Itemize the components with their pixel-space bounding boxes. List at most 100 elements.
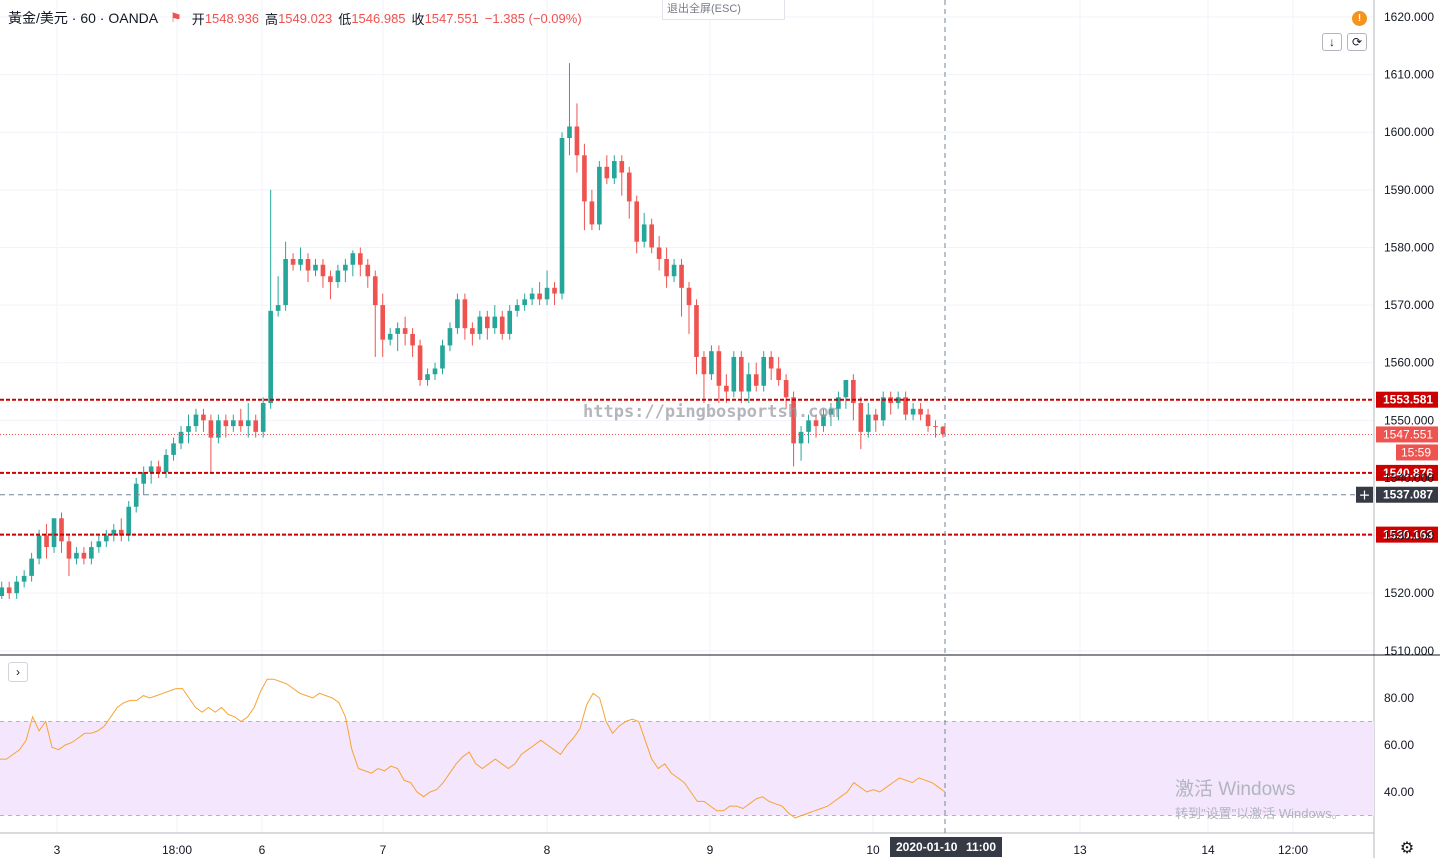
candle-body	[851, 379, 856, 404]
symbol-title[interactable]: 黃金/美元 · 60 · OANDA	[8, 10, 159, 26]
time-axis[interactable]: 3 18:00 6 7 8 9 10 13 14 12:00	[54, 843, 1309, 857]
candle	[783, 374, 789, 409]
candle	[910, 403, 916, 421]
candle	[186, 414, 191, 444]
candle-body	[656, 247, 662, 259]
candle-body	[178, 431, 184, 444]
candle	[455, 293, 460, 334]
candle	[350, 250, 356, 277]
candle	[791, 391, 796, 467]
candle-body	[320, 264, 326, 277]
candle	[597, 161, 602, 231]
candle	[522, 293, 527, 311]
candle	[903, 391, 908, 421]
candle	[477, 310, 483, 340]
refresh-icon[interactable]: ⟳	[1347, 33, 1367, 51]
candle-body	[783, 379, 789, 398]
candle-body	[522, 299, 527, 306]
candle-body	[761, 356, 767, 386]
candle-body	[275, 305, 281, 311]
candle-body	[567, 126, 572, 138]
rsi-line	[0, 678, 946, 819]
candle	[6, 581, 12, 599]
candle	[731, 351, 737, 398]
rsi-band	[0, 721, 1374, 816]
candle-body	[559, 137, 565, 294]
high-value: 1549.023	[278, 10, 333, 26]
candle-body	[208, 420, 214, 438]
url-watermark: https://pingbosportsh.com	[583, 402, 839, 422]
candle-body	[126, 506, 132, 536]
horizontal-levels[interactable]: 1553.581 1540.876 1530.163 1547.551 15:59	[0, 391, 1438, 543]
candle	[343, 258, 348, 283]
candle-body	[903, 397, 908, 415]
candle-body	[701, 356, 707, 375]
candle-body	[350, 253, 356, 265]
candle	[380, 293, 386, 357]
candle	[440, 339, 445, 375]
candle	[104, 529, 109, 548]
candle	[649, 218, 654, 254]
activation-title: 激活 Windows	[1175, 779, 1296, 800]
rsi-tick-label: 40.00	[1384, 785, 1414, 799]
candle	[567, 63, 572, 156]
gear-icon[interactable]: ⚙	[1399, 840, 1415, 857]
candle-body	[44, 535, 49, 548]
candle	[843, 379, 849, 409]
candle-body	[836, 397, 841, 409]
candle-body	[753, 374, 759, 386]
price-axis[interactable]: 1510.000 1520.000 1530.000 1540.000 1550.000…	[1384, 10, 1434, 799]
candle-body	[89, 547, 94, 559]
candle-body	[828, 408, 834, 415]
candle-body	[186, 426, 191, 432]
candle-body	[738, 356, 744, 392]
candle-body	[746, 374, 752, 392]
countdown-tag	[1396, 444, 1438, 461]
candle-body	[305, 258, 311, 271]
time-tick-label: 10	[866, 843, 880, 857]
candle	[507, 305, 513, 340]
high-label: 高	[265, 11, 279, 27]
candle	[462, 293, 468, 340]
candle	[290, 253, 296, 271]
candle	[201, 408, 206, 432]
candle-body	[858, 403, 864, 432]
alert-icon[interactable]: !	[1352, 11, 1367, 26]
candle	[582, 143, 587, 231]
price-level-tag	[1376, 464, 1438, 481]
candle-body	[223, 420, 229, 427]
price-tick-label: 1600.000	[1384, 125, 1434, 139]
activation-subtitle: 转到"设置"以激活 Windows。	[1175, 806, 1345, 821]
candle	[44, 524, 49, 559]
candle-body	[499, 316, 505, 334]
down-arrow-icon[interactable]: ↓	[1322, 33, 1342, 51]
candle	[544, 270, 550, 306]
candle	[552, 282, 557, 306]
candle	[589, 189, 595, 231]
candle	[604, 155, 610, 185]
countdown-label: 15:59	[1401, 445, 1431, 459]
candle	[328, 270, 333, 300]
candle	[537, 282, 542, 306]
flag-icon[interactable]: ⚑	[170, 10, 182, 25]
candle-body	[470, 328, 475, 334]
candle	[716, 345, 722, 404]
candle-body	[29, 558, 34, 576]
last-price-label: 1547.551	[1383, 427, 1433, 441]
candle-body	[925, 414, 931, 427]
candle	[738, 351, 744, 404]
candle	[81, 547, 87, 565]
candle	[245, 403, 251, 438]
time-tick-label: 13	[1073, 843, 1087, 857]
candle-body	[679, 264, 684, 288]
chevron-right-icon[interactable]: ›	[8, 662, 28, 682]
price-level-label: 1540.876	[1383, 466, 1433, 480]
time-tick-label: 6	[259, 843, 266, 857]
price-tick-label: 1510.000	[1384, 644, 1434, 658]
candle	[836, 391, 841, 421]
exit-fullscreen-button[interactable]: 退出全屏(ESC)	[662, 0, 785, 20]
candle	[111, 524, 117, 542]
candle-body	[313, 264, 318, 271]
candle	[357, 247, 363, 277]
